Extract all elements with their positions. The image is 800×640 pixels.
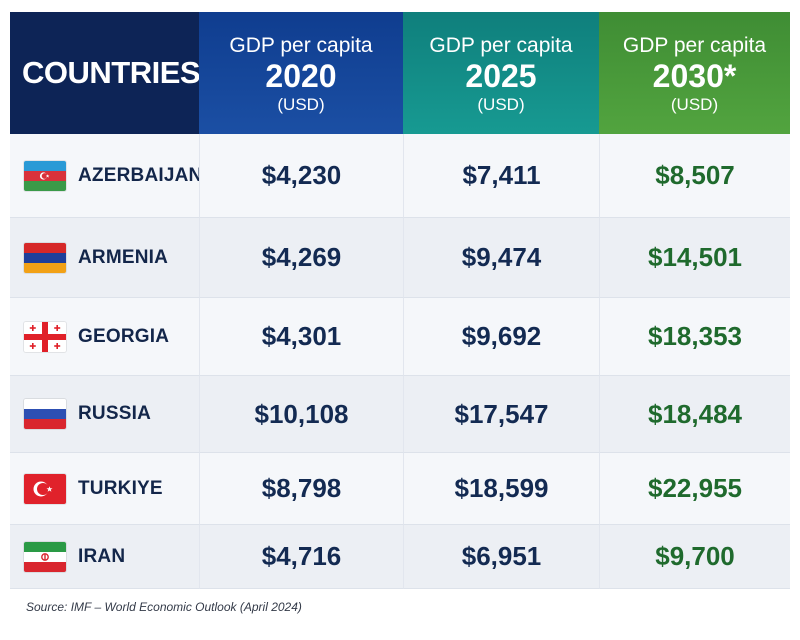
value-2030: $18,353 <box>599 298 790 376</box>
iran-flag-icon <box>24 541 66 572</box>
country-name: TURKIYE <box>78 477 163 499</box>
header-unit-2020: (USD) <box>277 95 325 114</box>
turkiye-flag-icon <box>24 473 66 504</box>
header-unit-2025: (USD) <box>477 95 525 114</box>
value-2020: $4,269 <box>199 218 403 298</box>
header-unit-2030: (USD) <box>670 95 719 114</box>
header-year-2030: 2030* <box>652 58 737 94</box>
table-row-country: RUSSIA <box>10 376 199 453</box>
header-2025: GDP per capita 2025 (USD) <box>403 12 599 134</box>
header-year-2025: 2025 <box>465 58 537 94</box>
header-2020: GDP per capita 2020 (USD) <box>199 12 403 134</box>
header-year-2020: 2020 <box>265 58 337 94</box>
value-2025: $7,411 <box>403 134 599 218</box>
value-2020: $4,716 <box>199 525 403 589</box>
value-2030: $8,507 <box>599 134 790 218</box>
table-row-country: ARMENIA <box>10 218 199 298</box>
country-name: GEORGIA <box>78 325 170 347</box>
gdp-table: COUNTRIES GDP per capita 2020 (USD) GDP … <box>10 12 790 589</box>
value-2020: $4,230 <box>199 134 403 218</box>
country-name: IRAN <box>78 545 126 567</box>
armenia-flag-icon <box>24 242 66 273</box>
table-row-country: GEORGIA <box>10 298 199 376</box>
value-2025: $9,692 <box>403 298 599 376</box>
country-name: ARMENIA <box>78 246 169 268</box>
table-row-country: AZERBAIJAN <box>10 134 203 218</box>
value-2030: $9,700 <box>599 525 790 589</box>
value-2030: $22,955 <box>599 453 790 525</box>
table-row-country: TURKIYE <box>10 453 199 525</box>
table-row-country: IRAN <box>10 525 199 589</box>
value-2030: $18,484 <box>599 376 790 453</box>
header-metric-2020: GDP per capita <box>229 34 373 57</box>
header-metric-2030: GDP per capita <box>622 34 767 57</box>
value-2020: $8,798 <box>199 453 403 525</box>
country-name: RUSSIA <box>78 403 151 424</box>
value-2020: $4,301 <box>199 298 403 376</box>
value-2025: $18,599 <box>403 453 599 525</box>
header-countries: COUNTRIES <box>10 12 201 134</box>
azerbaijan-flag-icon <box>24 160 66 191</box>
source-note: Source: IMF – World Economic Outlook (Ap… <box>26 600 302 614</box>
header-metric-2025: GDP per capita <box>429 34 573 57</box>
country-name: AZERBAIJAN <box>78 164 203 186</box>
russia-flag-icon <box>24 399 66 429</box>
value-2025: $9,474 <box>403 218 599 298</box>
header-2030: GDP per capita 2030* (USD) <box>599 12 790 134</box>
countries-label: COUNTRIES <box>22 55 201 90</box>
value-2030: $14,501 <box>599 218 790 298</box>
value-2025: $17,547 <box>403 376 599 453</box>
georgia-flag-icon <box>24 321 66 352</box>
value-2025: $6,951 <box>403 525 599 589</box>
value-2020: $10,108 <box>199 376 403 453</box>
